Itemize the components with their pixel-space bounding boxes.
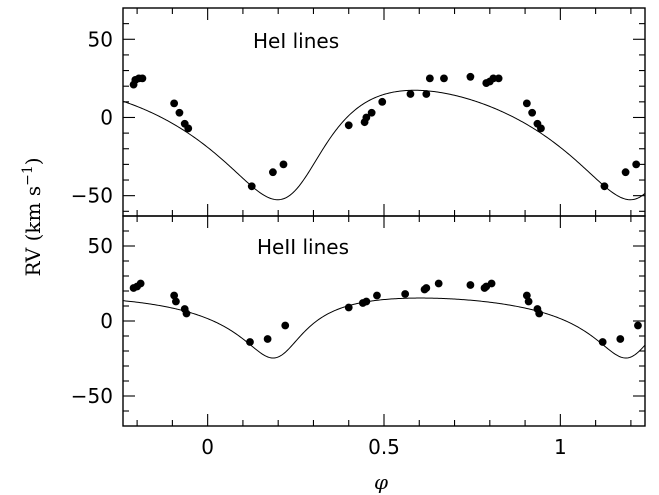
x-tick-label: 0.5 [368, 435, 400, 459]
panel-hei-frame [122, 7, 646, 217]
panel-heii-data-point [598, 338, 607, 346]
panel-hei-data-point [378, 97, 387, 106]
panel-hei-data-point [406, 90, 415, 98]
panel-hei-data-point [269, 168, 277, 177]
panel-hei-data-point [528, 108, 537, 117]
panel-hei-data-point [247, 182, 256, 191]
panel-heii-model-curve [122, 297, 646, 359]
panel-hei-label: HeI lines [253, 29, 339, 53]
panel-heii-data-points [129, 279, 642, 346]
panel-hei-model-curve-layer [122, 89, 646, 201]
y-axis-title-superscript: −1 [20, 165, 36, 186]
panel-heii-y-tick-label: −50 [71, 384, 113, 408]
panel-hei-data-point [621, 168, 630, 177]
panel-heii-ticks: −50 0 50 0 0.5 1 [71, 216, 645, 459]
panel-heii-data-point [182, 309, 191, 318]
panel-heii-data-point [344, 303, 353, 312]
panel-hei-data-point [522, 99, 531, 108]
panel-hei-data-point [279, 160, 288, 169]
panel-hei-model-curve [122, 89, 646, 201]
panel-hei: HeI lines −50 0 50 [71, 7, 646, 217]
panel-heii-data-point [170, 291, 179, 300]
panel-hei-y-tick-label: −50 [71, 184, 113, 208]
panel-heii-data-point [522, 291, 531, 300]
panel-hei-data-point [175, 108, 184, 117]
panel-hei-data-point [184, 124, 193, 133]
panel-heii-data-point [172, 297, 180, 306]
panel-hei-data-point [600, 182, 609, 191]
panel-hei-data-point [494, 74, 503, 83]
panel-heii-data-point [535, 309, 544, 318]
panel-hei-data-point [362, 113, 371, 122]
panel-hei-data-points [129, 72, 641, 191]
x-axis-title: φ [374, 470, 388, 494]
panel-hei-data-point [422, 90, 431, 98]
panel-heii-data-point [263, 335, 272, 343]
panel-heii-data-point [401, 290, 410, 298]
panel-heii: HeII lines −50 0 50 0 0.5 1 [71, 215, 646, 459]
x-tick-label: 0 [201, 435, 214, 459]
panel-hei-data-point [537, 124, 545, 133]
panel-heii-data-point [466, 281, 475, 289]
panel-heii-data-point [281, 321, 290, 330]
panel-hei-data-point [344, 121, 353, 130]
panel-hei-data-point [440, 74, 448, 83]
panel-heii-model-curve-layer [122, 297, 646, 359]
panel-hei-y-tick-label: 0 [100, 105, 113, 129]
panel-heii-data-point [136, 279, 145, 288]
panel-heii-data-point [524, 297, 533, 306]
panel-heii-data-point [362, 297, 371, 306]
panel-heii-y-tick-label: 50 [88, 234, 113, 258]
panel-hei-data-point [632, 160, 641, 169]
panel-hei-data-point [425, 74, 434, 83]
x-tick-label: 1 [554, 435, 567, 459]
panel-heii-data-point [434, 279, 443, 288]
panel-heii-data-point [422, 284, 431, 292]
panel-hei-data-point [466, 72, 475, 81]
panel-heii-data-point [246, 338, 254, 346]
panel-hei-ticks: −50 0 50 [71, 8, 645, 216]
panel-heii-label: HeII lines [257, 235, 349, 259]
panel-heii-data-point [487, 279, 496, 288]
y-axis-title: RV (km s−1) [20, 157, 45, 276]
panel-hei-data-point [138, 74, 147, 83]
panel-heii-data-point [616, 335, 625, 343]
panel-hei-y-tick-label: 50 [88, 27, 113, 51]
y-axis-title-close: ) [21, 157, 45, 165]
panel-hei-data-point [367, 108, 376, 117]
panel-heii-data-point [634, 321, 642, 330]
panel-hei-data-point [170, 99, 179, 108]
panel-heii-data-point [373, 291, 381, 300]
y-axis-title-main: RV (km s [21, 186, 45, 277]
panel-heii-y-tick-label: 0 [100, 309, 113, 333]
